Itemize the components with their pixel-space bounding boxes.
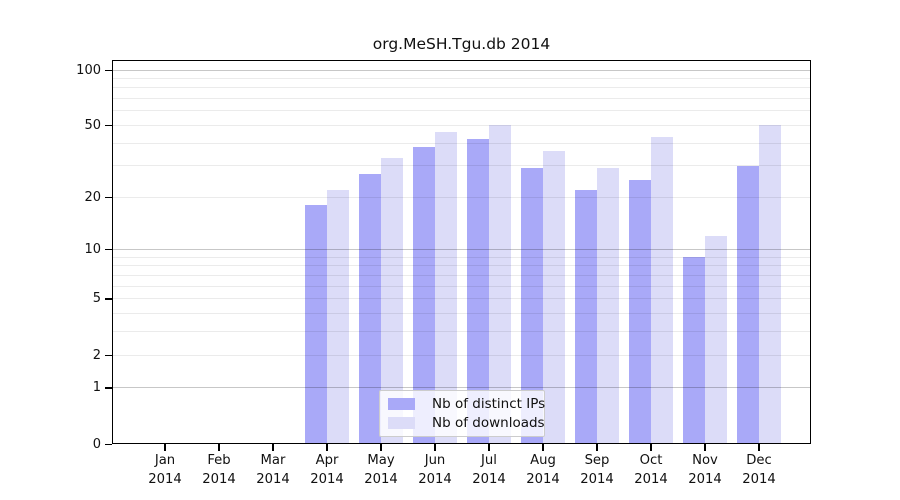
x-tick-label-mar: Mar 2014 (256, 453, 290, 487)
x-tick-dec (758, 444, 760, 451)
bar-downloads-jun (435, 132, 457, 444)
x-tick-may (380, 444, 382, 451)
gridline-100 (112, 69, 811, 71)
gridline-60 (112, 110, 811, 112)
gridline-50 (112, 124, 811, 126)
x-tick-label-feb: Feb 2014 (202, 453, 236, 487)
gridline-20 (112, 196, 811, 198)
y-tick-label-5: 5 (92, 291, 101, 307)
bar-distinct-ips-sep (575, 189, 597, 444)
x-tick-label-sep: Sep 2014 (580, 453, 614, 487)
y-tick-label-1: 1 (92, 380, 101, 396)
bar-downloads-apr (327, 189, 349, 444)
gridline-2 (112, 354, 811, 356)
x-tick-label-jan: Jan 2014 (148, 453, 182, 487)
x-tick-mar (272, 444, 274, 451)
y-tick-5 (105, 298, 112, 300)
bar-distinct-ips-jul (467, 139, 489, 444)
bar-downloads-may (381, 158, 403, 444)
x-tick-nov (704, 444, 706, 451)
legend-swatch-distinct-ips (388, 398, 415, 410)
y-tick-label-0: 0 (92, 436, 101, 452)
bars-layer (112, 60, 811, 444)
x-tick-label-may: May 2014 (364, 453, 398, 487)
bar-distinct-ips-oct (629, 180, 651, 444)
bar-distinct-ips-nov (683, 257, 705, 444)
y-tick-20 (105, 196, 112, 199)
gridline-1 (112, 387, 811, 389)
gridlines-layer (112, 60, 811, 444)
gridline-40 (112, 142, 811, 144)
y-tick-label-100: 100 (76, 62, 101, 78)
y-tick-0 (105, 443, 112, 445)
x-tick-aug (542, 444, 544, 451)
x-tick-label-apr: Apr 2014 (310, 453, 344, 487)
gridline-70 (112, 98, 811, 100)
y-tick-100 (105, 69, 112, 71)
x-tick-sep (596, 444, 598, 451)
x-tick-apr (326, 444, 328, 451)
y-tick-10 (105, 249, 112, 251)
bar-downloads-jul (489, 125, 511, 444)
bar-distinct-ips-may (359, 174, 381, 444)
gridline-4 (112, 313, 811, 315)
x-tick-label-aug: Aug 2014 (526, 453, 560, 487)
x-tick-label-oct: Oct 2014 (634, 453, 668, 487)
bar-downloads-sep (597, 168, 619, 444)
bar-distinct-ips-aug (521, 168, 543, 444)
gridline-10 (112, 249, 811, 251)
bar-distinct-ips-apr (305, 205, 327, 444)
y-tick-label-2: 2 (92, 347, 101, 363)
gridline-80 (112, 87, 811, 89)
gridline-30 (112, 165, 811, 167)
gridline-7 (112, 275, 811, 276)
bar-downloads-aug (543, 151, 565, 444)
x-tick-label-dec: Dec 2014 (742, 453, 776, 487)
y-tick-label-10: 10 (84, 242, 101, 258)
gridline-8 (112, 265, 811, 267)
gridline-3 (112, 331, 811, 333)
legend-label-distinct-ips: Nb of distinct IPs (432, 396, 546, 412)
bar-downloads-dec (759, 125, 781, 444)
x-tick-jul (488, 444, 490, 451)
gridline-9 (112, 256, 811, 258)
chart-title: org.MeSH.Tgu.db 2014 (372, 35, 551, 53)
x-tick-label-jun: Jun 2014 (418, 453, 452, 487)
legend-swatch-downloads (388, 417, 415, 429)
x-tick-oct (650, 444, 652, 451)
bar-downloads-nov (705, 236, 727, 444)
plot-area (112, 60, 811, 444)
y-tick-1 (105, 387, 112, 389)
gridline-90 (112, 77, 811, 79)
y-tick-label-50: 50 (84, 117, 101, 133)
x-tick-label-nov: Nov 2014 (688, 453, 722, 487)
legend-item-downloads: Nb of downloads (388, 415, 545, 431)
x-tick-label-jul: Jul 2014 (472, 453, 506, 487)
legend-label-downloads: Nb of downloads (432, 415, 545, 431)
legend: Nb of distinct IPs Nb of downloads (379, 390, 545, 437)
y-tick-50 (105, 124, 112, 127)
x-tick-jun (434, 444, 436, 451)
x-tick-feb (218, 444, 220, 451)
legend-item-distinct-ips: Nb of distinct IPs (388, 396, 545, 412)
gridline-5 (112, 298, 811, 300)
x-tick-jan (164, 444, 166, 451)
y-tick-label-20: 20 (84, 189, 101, 205)
y-tick-2 (105, 354, 112, 356)
bar-distinct-ips-jun (413, 147, 435, 444)
bar-distinct-ips-dec (737, 165, 759, 444)
bar-downloads-oct (651, 137, 673, 444)
gridline-6 (112, 285, 811, 287)
